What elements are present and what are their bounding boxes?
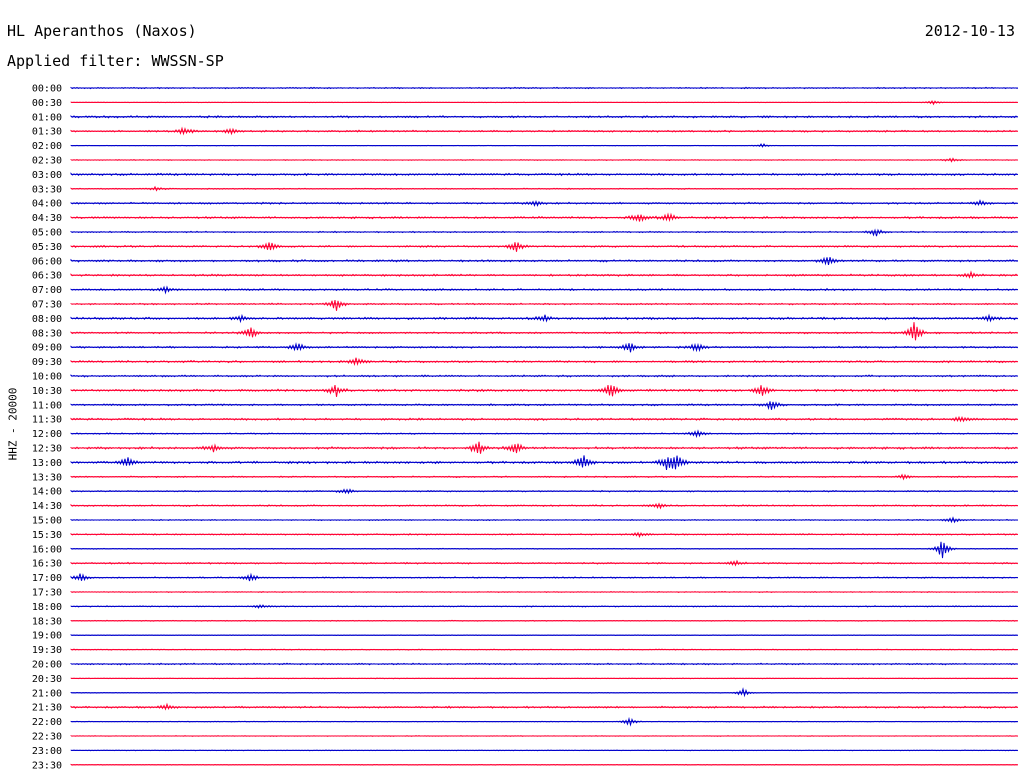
trace-13 — [70, 270, 1018, 279]
time-tick-label-36: 18:00 — [32, 602, 62, 613]
time-tick-label-19: 09:30 — [32, 357, 62, 368]
trace-21 — [70, 384, 1018, 397]
time-tick-label-28: 14:00 — [32, 487, 62, 498]
time-tick-label-40: 20:00 — [32, 660, 62, 671]
time-tick-label-37: 18:30 — [32, 616, 62, 627]
time-tick-label-44: 22:00 — [32, 717, 62, 728]
time-tick-label-32: 16:00 — [32, 544, 62, 555]
time-tick-label-03: 01:30 — [32, 127, 62, 138]
time-tick-label-25: 12:30 — [32, 444, 62, 455]
time-tick-label-16: 08:00 — [32, 314, 62, 325]
time-tick-label-33: 16:30 — [32, 559, 62, 570]
trace-15 — [70, 300, 1018, 311]
time-tick-label-08: 04:00 — [32, 199, 62, 210]
trace-19 — [70, 357, 1018, 367]
time-tick-label-07: 03:30 — [32, 184, 62, 195]
time-tick-label-31: 15:30 — [32, 530, 62, 541]
time-tick-label-02: 01:00 — [32, 112, 62, 123]
trace-17 — [70, 322, 1018, 341]
time-tick-label-42: 21:00 — [32, 688, 62, 699]
trace-22 — [70, 401, 1018, 411]
time-tick-label-24: 12:00 — [32, 429, 62, 440]
time-tick-label-18: 09:00 — [32, 343, 62, 354]
time-tick-label-29: 14:30 — [32, 501, 62, 512]
time-tick-label-21: 10:30 — [32, 386, 62, 397]
time-tick-label-43: 21:30 — [32, 703, 62, 714]
time-tick-label-47: 23:30 — [32, 760, 62, 771]
time-tick-label-27: 13:30 — [32, 472, 62, 483]
trace-42 — [70, 687, 1018, 698]
trace-10 — [70, 228, 1018, 237]
time-tick-label-34: 17:00 — [32, 573, 62, 584]
time-tick-label-09: 04:30 — [32, 213, 62, 224]
time-tick-label-20: 10:00 — [32, 372, 62, 383]
station-title: HL Aperanthos (Naxos) — [7, 22, 197, 40]
record-date: 2012-10-13 — [924, 22, 1015, 40]
time-tick-label-11: 05:30 — [32, 242, 62, 253]
time-tick-label-22: 11:00 — [32, 400, 62, 411]
time-tick-label-14: 07:00 — [32, 285, 62, 296]
trace-32 — [70, 541, 1018, 559]
time-tick-label-04: 02:00 — [32, 141, 62, 152]
time-tick-label-41: 20:30 — [32, 674, 62, 685]
time-tick-label-30: 15:00 — [32, 516, 62, 527]
time-tick-label-01: 00:30 — [32, 98, 62, 109]
time-tick-label-00: 00:00 — [32, 84, 62, 95]
time-tick-label-35: 17:30 — [32, 588, 62, 599]
time-tick-label-38: 19:00 — [32, 631, 62, 642]
time-tick-label-17: 08:30 — [32, 328, 62, 339]
time-tick-label-15: 07:30 — [32, 300, 62, 311]
trace-11 — [70, 242, 1018, 252]
time-tick-label-39: 19:30 — [32, 645, 62, 656]
time-tick-label-06: 03:00 — [32, 170, 62, 181]
time-tick-label-05: 02:30 — [32, 156, 62, 167]
filter-label: Applied filter: WWSSN-SP — [7, 52, 224, 70]
time-tick-label-10: 05:00 — [32, 228, 62, 239]
trace-18 — [70, 342, 1018, 353]
time-tick-label-12: 06:00 — [32, 256, 62, 267]
time-tick-label-45: 22:30 — [32, 732, 62, 743]
time-tick-label-46: 23:00 — [32, 746, 62, 757]
time-tick-label-23: 11:30 — [32, 415, 62, 426]
time-tick-label-13: 06:30 — [32, 271, 62, 282]
trace-43 — [70, 702, 1018, 711]
time-tick-label-26: 13:00 — [32, 458, 62, 469]
